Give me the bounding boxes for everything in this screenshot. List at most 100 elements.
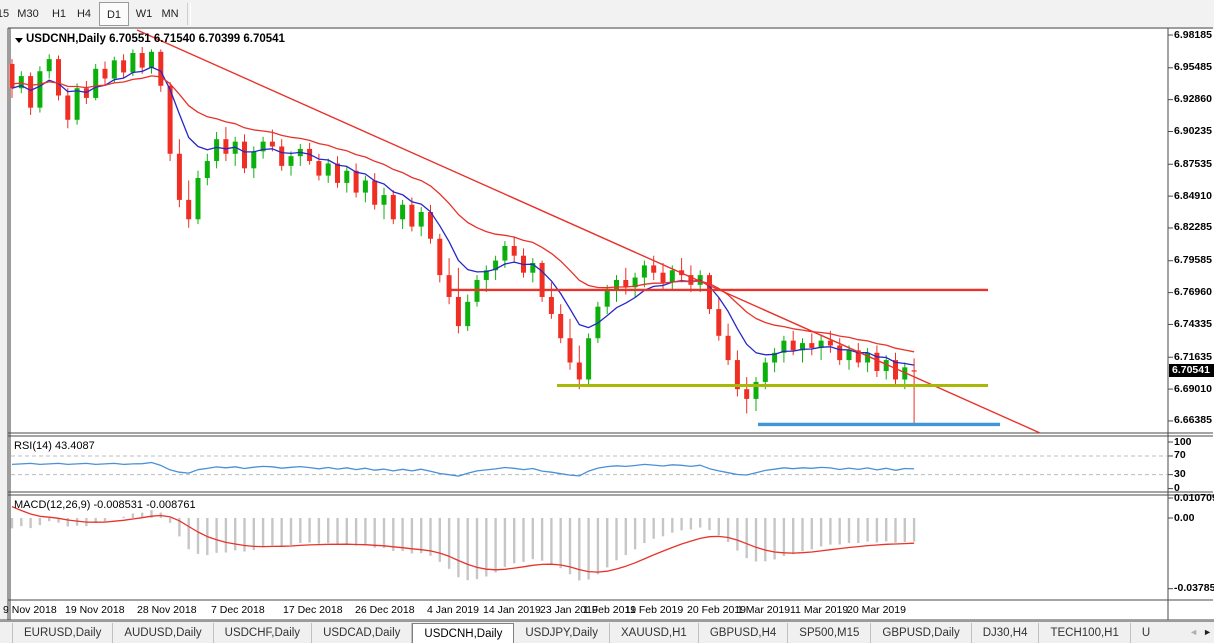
candle-body [604,289,610,307]
candle-body [660,272,666,283]
candle-body [837,345,843,361]
chart-tab-usdcad-daily[interactable]: USDCAD,Daily [312,623,413,643]
timeframe-button-w1[interactable]: W1 [135,8,153,20]
chart-tab-u[interactable]: U [1141,627,1151,639]
timeframe-button-h1[interactable]: H1 [51,8,67,20]
candle-body [195,178,201,220]
chart-tab-usdchf-daily[interactable]: USDCHF,Daily [214,623,313,643]
tab-scroll-right-icon[interactable]: ► [1203,627,1212,637]
chart-tab-bar: EURUSD,Daily AUDUSD,Daily USDCHF,Daily USDC… [0,621,1214,643]
price-axis-label: 6.95485 [1174,61,1212,74]
candle-body [632,277,638,288]
chart-tab-usdcnh-daily[interactable]: USDCNH,Daily [412,623,515,643]
macd-axis-label: 0.010709 [1174,491,1214,504]
timeframe-button-h4[interactable]: H4 [76,8,92,20]
chart-tab-audusd-daily[interactable]: AUDUSD,Daily [113,623,214,643]
macd-axis-label: -0.037856 [1174,582,1214,595]
timeframe-button-15[interactable]: 15 [0,8,10,20]
price-axis-label: 6.92860 [1174,93,1212,106]
candle-body [558,313,564,339]
price-axis-label: 6.69010 [1174,382,1212,395]
candle-body [139,53,145,68]
date-axis-label: 11 Feb 2019 [625,604,684,616]
candle-body [772,352,778,363]
candle-body [130,53,136,73]
candle-body [93,68,99,98]
candle-body [725,335,731,361]
candle-body [83,88,89,98]
candle-body [149,51,154,68]
candle-body [121,60,127,73]
candle-body [9,63,15,89]
candle-body [260,141,266,152]
candle-body [893,360,898,380]
candle-body [716,309,722,336]
candle-body [651,265,657,273]
candle-body [614,279,619,290]
date-axis-label: 11 Mar 2019 [790,604,849,616]
timeframe-toolbar: 15 M30 H1 H4 D1 W1 MN [0,0,1214,28]
chart-tab-sp500-m15[interactable]: SP500,M15 [788,623,872,643]
date-axis-label: 9 Nov 2018 [3,604,57,616]
chart-tab-eurusd-daily[interactable]: EURUSD,Daily [12,623,114,643]
chart-tab-xauusd-h1[interactable]: XAUUSD,H1 [610,623,699,643]
candle-body [502,245,508,261]
timeframe-button-m30[interactable]: M30 [17,8,39,20]
candle-body [344,170,350,183]
candle-body [223,139,229,154]
candle-body [567,338,573,363]
candle-body [483,270,489,280]
date-axis-label: 26 Dec 2018 [355,604,415,616]
candle-body [111,60,117,79]
chart-tab-usdjpy-daily[interactable]: USDJPY,Daily [514,623,610,643]
timeframe-button-mn[interactable]: MN [161,8,179,20]
tab-scroll-left-icon[interactable]: ◄ [1189,627,1199,637]
candle-body [176,153,182,200]
chart-window[interactable] [11,29,1214,620]
candle-body [279,146,285,166]
candle-body [158,51,164,86]
candle-body [883,360,889,371]
candle-body [362,180,368,193]
candle-body [381,195,387,205]
candle-body [465,301,471,327]
candle-body [56,59,61,96]
candle-body [753,381,759,399]
date-axis-label: 1 Mar 2019 [737,604,791,616]
chart-tab-gbpusd-daily[interactable]: GBPUSD,Daily [871,623,972,643]
price-axis-label: 6.76960 [1174,286,1212,299]
candle-body [400,204,406,220]
candle-body [855,350,861,363]
rsi-line [11,461,915,477]
candle-body [781,340,787,353]
candle-body [37,71,43,108]
timeframe-button-d1[interactable]: D1 [99,2,129,26]
candle-body [28,76,34,108]
ma-slow-line [11,75,915,353]
candle-body [325,163,331,176]
macd-signal-line [11,506,915,573]
rsi-axis-label: 100 [1174,435,1192,448]
candle-body [707,275,712,310]
date-axis-label: 20 Mar 2019 [847,604,906,616]
candle-body [762,362,768,382]
chart-tab-tech100-h1[interactable]: TECH100,H1 [1039,623,1131,643]
chart-tabs: EURUSD,Daily AUDUSD,Daily USDCHF,Daily USDC… [12,623,1161,643]
date-axis-label: 7 Dec 2018 [211,604,265,616]
date-axis-label: 28 Nov 2018 [137,604,197,616]
price-axis-label: 6.82285 [1174,221,1212,234]
chart-tab-gbpusd-h4[interactable]: GBPUSD,H4 [699,623,789,643]
chart-tab-dj30-h4[interactable]: DJ30,H4 [972,623,1040,643]
price-axis-label: 6.74335 [1174,317,1212,330]
symbol-dropdown-icon[interactable] [15,38,23,43]
date-axis-label: 14 Jan 2019 [483,604,541,616]
candle-body [790,340,796,351]
candle-body [623,279,629,288]
candle-body [372,180,378,205]
candle-body [586,338,592,380]
rsi-axis-label: 70 [1174,449,1186,462]
candle-body [74,88,80,120]
candle-body [18,76,24,89]
candle-body [734,360,740,390]
